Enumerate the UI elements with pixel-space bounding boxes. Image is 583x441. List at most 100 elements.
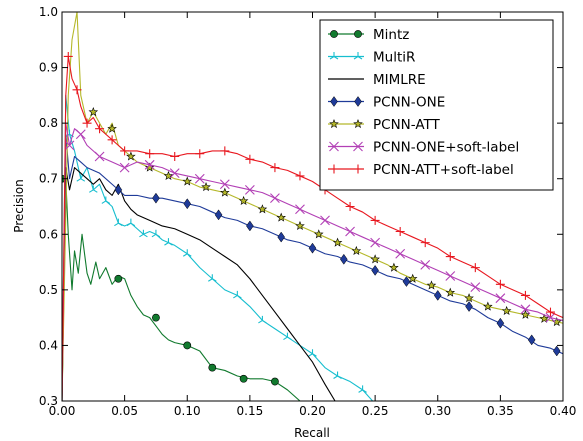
legend-marker (330, 30, 338, 38)
data-point (94, 151, 105, 162)
legend-item: MultiR (328, 50, 415, 66)
legend-label: MultiR (373, 50, 415, 66)
data-point (395, 248, 406, 259)
data-point (277, 231, 285, 243)
series-pcnn-one-soft-label (62, 122, 563, 401)
data-point (114, 274, 123, 283)
data-point (114, 218, 123, 227)
y-tick-label: 0.4 (39, 338, 58, 352)
legend-marker (329, 118, 339, 129)
series-line (62, 178, 301, 401)
legend-item: Mintz (328, 27, 409, 43)
y-axis: 0.3 0.4 0.5 0.6 0.7 0.8 0.9 1.0 (39, 5, 563, 408)
legend-marker (353, 164, 363, 174)
legend-marker (330, 96, 338, 107)
data-point (208, 363, 217, 372)
data-point (119, 162, 130, 173)
data-point (164, 238, 173, 246)
legend-marker (354, 30, 362, 38)
data-point (72, 85, 82, 95)
x-tick-label: 0.35 (487, 404, 514, 418)
series-line (62, 122, 563, 401)
data-point (470, 263, 480, 273)
data-point (271, 377, 279, 386)
series-mimlre (62, 167, 336, 401)
data-point (183, 198, 192, 210)
data-point (520, 304, 531, 315)
x-tick-label: 0.10 (174, 404, 201, 418)
data-point (464, 293, 474, 303)
series-mintz (62, 174, 301, 401)
data-point (245, 154, 255, 164)
data-point (152, 192, 160, 204)
data-point (308, 349, 317, 357)
data-point (201, 182, 211, 192)
legend-label: PCNN-ONE+soft-label (373, 140, 519, 156)
series-multir (62, 94, 374, 401)
data-point (208, 274, 217, 282)
data-point (495, 279, 505, 289)
series-line (62, 55, 563, 401)
data-point (107, 123, 117, 133)
data-point (370, 237, 381, 248)
data-point (332, 237, 343, 247)
data-point (82, 118, 92, 128)
legend-item: PCNN-ONE (328, 95, 445, 111)
data-point (389, 262, 399, 272)
data-point (220, 146, 230, 156)
x-axis: 0.00 0.05 0.10 0.15 0.20 0.25 0.30 0.35 0.40 (49, 12, 577, 418)
data-point (76, 174, 86, 182)
y-tick-label: 0.9 (39, 61, 58, 75)
data-point (445, 252, 455, 262)
y-tick-label: 0.5 (39, 283, 58, 297)
series-line (62, 133, 563, 401)
data-point (370, 215, 380, 225)
x-tick-label: 0.40 (550, 404, 577, 418)
data-point (283, 332, 292, 341)
series-line (62, 167, 336, 401)
data-point (295, 204, 305, 215)
data-point (520, 290, 530, 300)
legend-label: PCNN-ATT (373, 117, 441, 133)
legend-marker (353, 118, 363, 129)
data-point (220, 187, 230, 197)
data-point (233, 290, 242, 299)
data-point (539, 313, 550, 323)
data-point (75, 129, 86, 140)
x-tick-label: 0.00 (49, 404, 76, 418)
series-line (62, 94, 374, 401)
data-point (351, 245, 362, 256)
legend-label: MIMLRE (373, 72, 426, 88)
data-point (214, 209, 223, 221)
data-point (295, 220, 305, 231)
data-point (470, 282, 481, 292)
x-axis-title: Recall (294, 426, 330, 440)
data-point (246, 220, 254, 232)
data-point (320, 215, 330, 226)
series-pcnn-one (62, 133, 563, 401)
legend-marker (329, 141, 339, 152)
data-point (308, 242, 317, 254)
data-point (465, 301, 473, 312)
data-point (445, 271, 456, 281)
legend-label: Mintz (373, 27, 409, 43)
x-tick-label: 0.20 (299, 404, 326, 418)
data-point (276, 212, 286, 222)
legend-item: PCNN-ONE+soft-label (328, 140, 519, 156)
legend-marker (329, 52, 339, 60)
data-point (501, 305, 512, 316)
data-point (333, 371, 342, 379)
data-point (88, 106, 99, 117)
data-point (89, 185, 98, 193)
x-tick-label: 0.15 (237, 404, 264, 418)
data-point (345, 226, 355, 237)
data-point (182, 176, 193, 186)
data-point (313, 229, 324, 239)
data-point (552, 345, 561, 357)
data-point (445, 287, 456, 297)
data-point (170, 151, 180, 161)
data-point (95, 124, 105, 134)
series-line (62, 12, 563, 401)
legend: Mintz MultiR MIMLRE PCNN-ONE PCNN-ATT PCNN-ON… (319, 19, 554, 191)
